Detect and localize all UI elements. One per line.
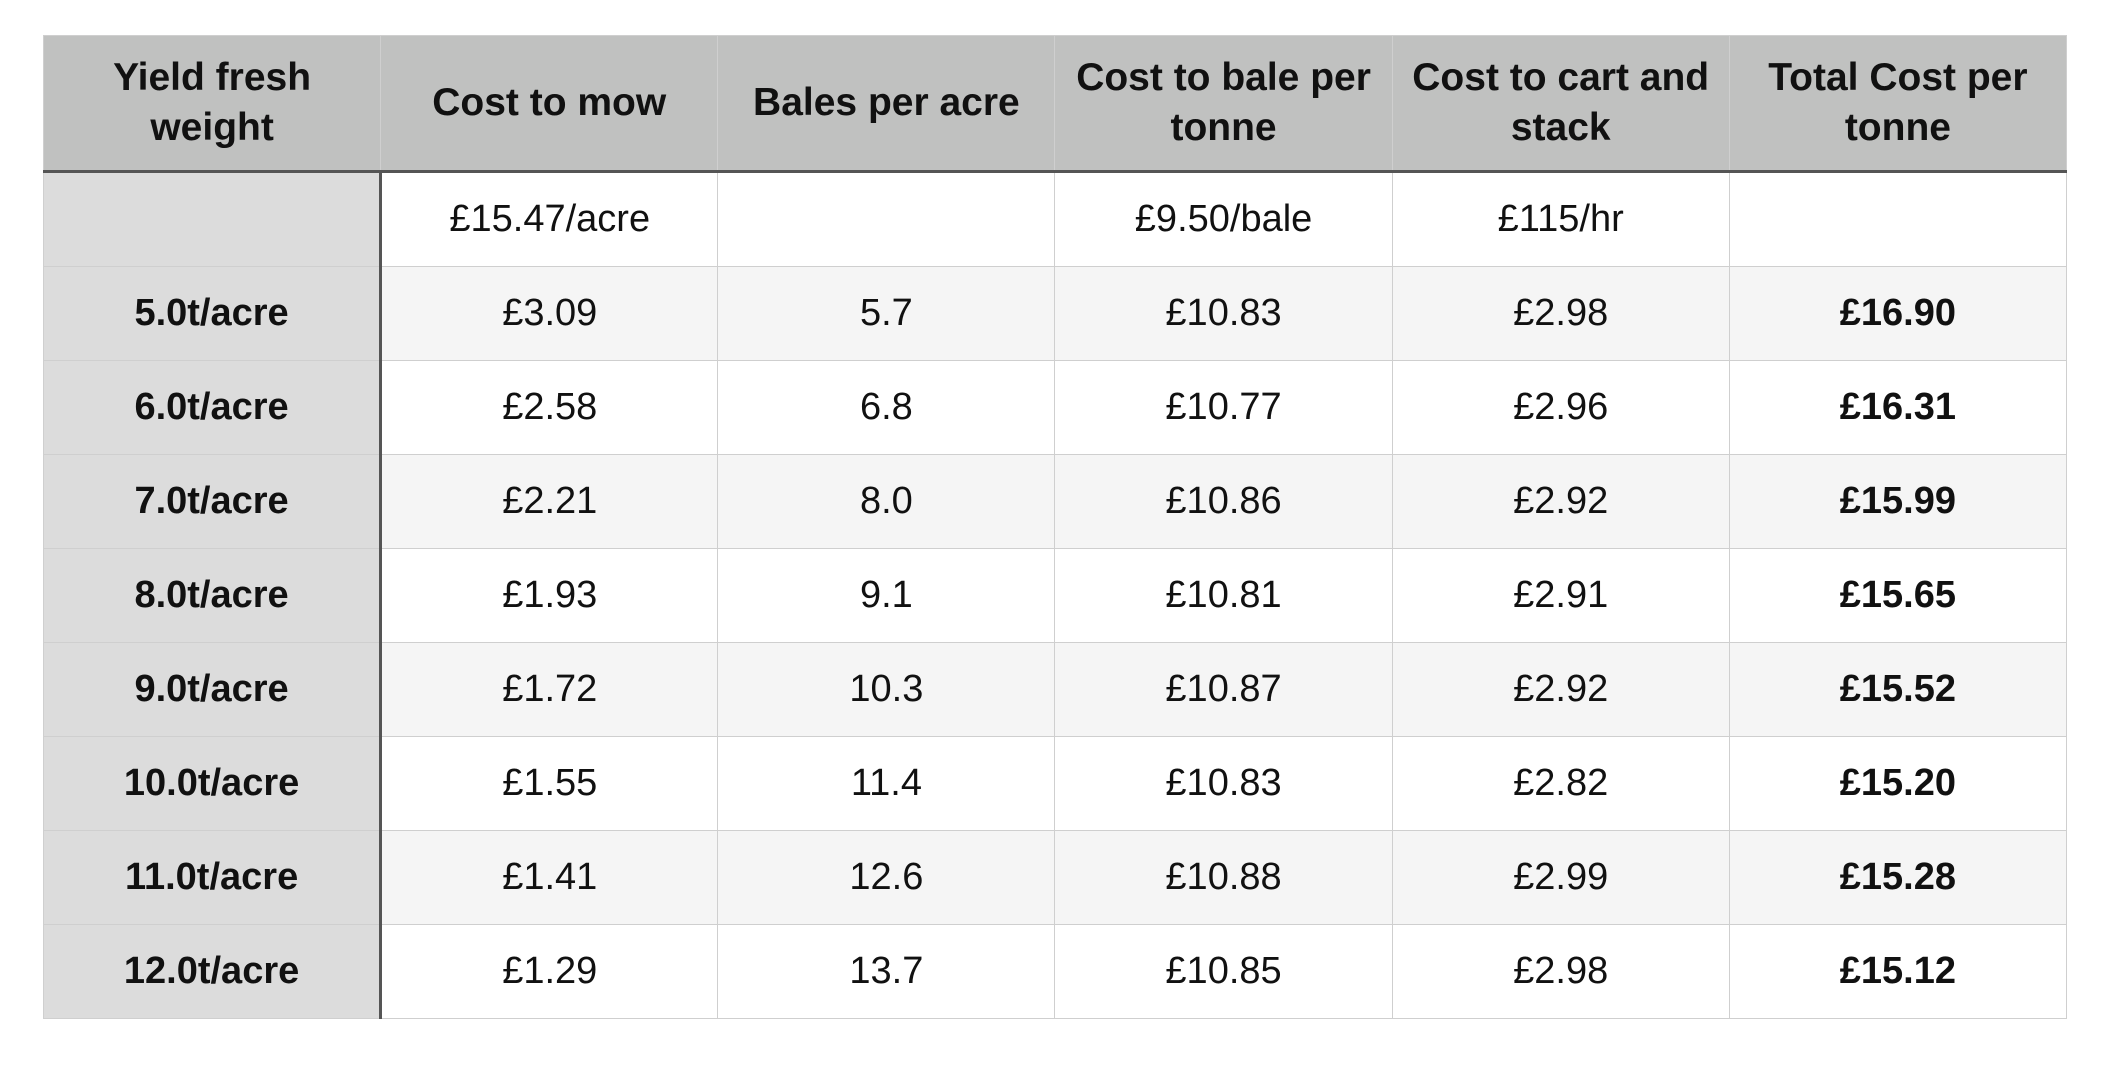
cell: £10.81 xyxy=(1054,548,1393,643)
cell: £2.91 xyxy=(1391,548,1730,643)
unit-cell xyxy=(1728,171,2068,267)
cell: £15.99 xyxy=(1728,454,2068,549)
row-header: 9.0t/acre xyxy=(42,642,383,737)
cell: £1.41 xyxy=(380,830,719,925)
cell: £10.88 xyxy=(1054,830,1393,925)
cell: £16.90 xyxy=(1728,266,2068,361)
cell: £1.72 xyxy=(380,642,719,737)
data-row: 8.0t/acre £1.93 9.1 £10.81 £2.91 £15.65 xyxy=(42,548,2068,643)
unit-cell: £15.47/acre xyxy=(380,171,719,267)
data-row: 10.0t/acre £1.55 11.4 £10.83 £2.82 £15.20 xyxy=(42,736,2068,831)
unit-cell: £115/hr xyxy=(1391,171,1730,267)
row-header: 5.0t/acre xyxy=(42,266,383,361)
cell: £15.12 xyxy=(1728,924,2068,1019)
cell: 13.7 xyxy=(717,924,1056,1019)
data-row: 5.0t/acre £3.09 5.7 £10.83 £2.98 £16.90 xyxy=(42,266,2068,361)
row-header: 6.0t/acre xyxy=(42,360,383,455)
cell: 10.3 xyxy=(717,642,1056,737)
column-header: Yield fresh weight xyxy=(42,35,382,173)
cost-table: Yield fresh weight Cost to mow Bales per a… xyxy=(42,35,2068,1019)
cell: 5.7 xyxy=(717,266,1056,361)
cell: £2.98 xyxy=(1391,266,1730,361)
cell: £1.29 xyxy=(380,924,719,1019)
cell: £10.83 xyxy=(1054,736,1393,831)
column-header: Cost to cart and stack xyxy=(1391,35,1730,173)
row-header: 10.0t/acre xyxy=(42,736,383,831)
cell: 8.0 xyxy=(717,454,1056,549)
header-row: Yield fresh weight Cost to mow Bales per a… xyxy=(42,35,2068,173)
cell: £2.92 xyxy=(1391,454,1730,549)
row-header: 8.0t/acre xyxy=(42,548,383,643)
cell: 6.8 xyxy=(717,360,1056,455)
column-header: Cost to bale per tonne xyxy=(1054,35,1393,173)
cell: £10.85 xyxy=(1054,924,1393,1019)
units-row: £15.47/acre £9.50/bale £115/hr xyxy=(42,171,2068,267)
cell: £15.52 xyxy=(1728,642,2068,737)
cell: £2.21 xyxy=(380,454,719,549)
data-row: 11.0t/acre £1.41 12.6 £10.88 £2.99 £15.28 xyxy=(42,830,2068,925)
unit-cell xyxy=(42,171,383,267)
cell: £2.98 xyxy=(1391,924,1730,1019)
cell: £2.92 xyxy=(1391,642,1730,737)
cell: £1.93 xyxy=(380,548,719,643)
cell: £2.96 xyxy=(1391,360,1730,455)
cell: £16.31 xyxy=(1728,360,2068,455)
unit-cell: £9.50/bale xyxy=(1054,171,1393,267)
column-header: Total Cost per tonne xyxy=(1728,35,2068,173)
data-row: 9.0t/acre £1.72 10.3 £10.87 £2.92 £15.52 xyxy=(42,642,2068,737)
cell: £10.86 xyxy=(1054,454,1393,549)
unit-cell xyxy=(717,171,1056,267)
cell: £10.87 xyxy=(1054,642,1393,737)
cell: £2.58 xyxy=(380,360,719,455)
row-header: 12.0t/acre xyxy=(42,924,383,1019)
cell: £3.09 xyxy=(380,266,719,361)
cell: 12.6 xyxy=(717,830,1056,925)
cell: £2.99 xyxy=(1391,830,1730,925)
cell: £15.65 xyxy=(1728,548,2068,643)
column-header: Bales per acre xyxy=(717,35,1056,173)
cell: £2.82 xyxy=(1391,736,1730,831)
cell: £15.20 xyxy=(1728,736,2068,831)
cell: 11.4 xyxy=(717,736,1056,831)
cell: £10.77 xyxy=(1054,360,1393,455)
cell: 9.1 xyxy=(717,548,1056,643)
data-row: 12.0t/acre £1.29 13.7 £10.85 £2.98 £15.12 xyxy=(42,924,2068,1019)
data-row: 7.0t/acre £2.21 8.0 £10.86 £2.92 £15.99 xyxy=(42,454,2068,549)
row-header: 7.0t/acre xyxy=(42,454,383,549)
cell: £1.55 xyxy=(380,736,719,831)
cell: £10.83 xyxy=(1054,266,1393,361)
column-header: Cost to mow xyxy=(380,35,719,173)
row-header: 11.0t/acre xyxy=(42,830,383,925)
cell: £15.28 xyxy=(1728,830,2068,925)
data-row: 6.0t/acre £2.58 6.8 £10.77 £2.96 £16.31 xyxy=(42,360,2068,455)
